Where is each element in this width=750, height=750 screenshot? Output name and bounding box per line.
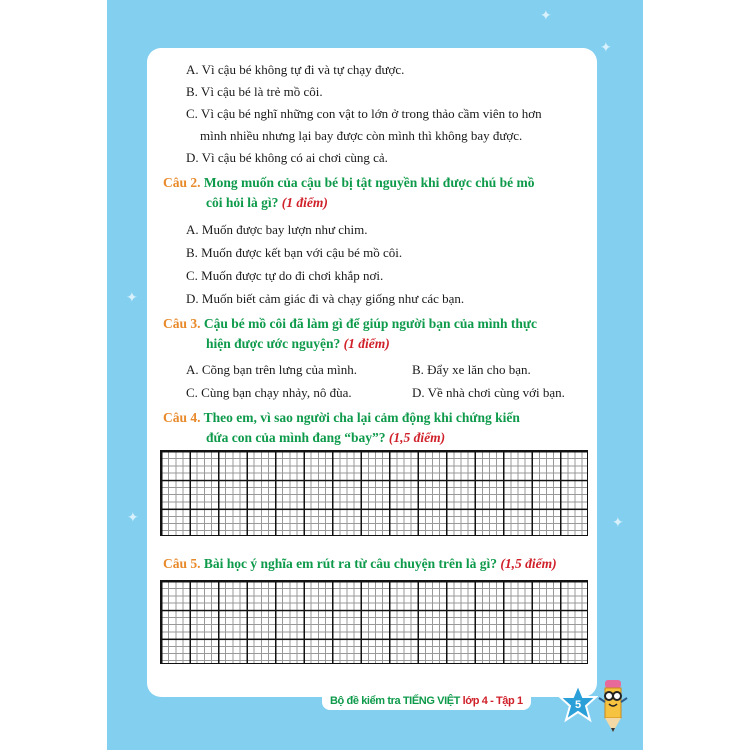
- q5-answer-grid[interactable]: [160, 580, 588, 664]
- q1-option-d: D. Vì cậu bé không có ai chơi cùng cả.: [186, 150, 388, 165]
- q3-option-a: A. Cõng bạn trên lưng của mình.: [186, 362, 357, 377]
- q1-option-c-cont: mình nhiều nhưng lại bay được còn mình t…: [200, 128, 523, 143]
- q2-title: Câu 2. Mong muốn của cậu bé bị tật nguyề…: [163, 175, 535, 190]
- q2-option-b: B. Muốn được kết bạn với cậu bé mồ côi.: [186, 245, 403, 260]
- sparkle-icon: ✦: [540, 9, 552, 24]
- q4-answer-grid[interactable]: [160, 450, 588, 536]
- q2-title-cont: côi hỏi là gì? (1 điểm): [206, 195, 328, 210]
- page-number-star-icon: 5: [558, 683, 598, 723]
- q2-option-a: A. Muốn được bay lượn như chim.: [186, 222, 368, 237]
- pencil-mascot-icon: [598, 680, 628, 732]
- q1-option-a: A. Vì cậu bé không tự đi và tự chạy được…: [186, 62, 405, 77]
- sparkle-icon: ✦: [612, 516, 624, 531]
- q2-option-c: C. Muốn được tự do đi chơi khắp nơi.: [186, 268, 384, 283]
- q1-option-c: C. Vì cậu bé nghĩ những con vật to lớn ở…: [186, 106, 542, 121]
- q3-option-d: D. Về nhà chơi cùng với bạn.: [412, 385, 565, 400]
- sparkle-icon: ✦: [600, 41, 612, 56]
- sparkle-icon: ✦: [127, 511, 139, 526]
- q3-option-b: B. Đẩy xe lăn cho bạn.: [412, 362, 531, 377]
- q4-title: Câu 4. Theo em, vì sao người cha lại cảm…: [163, 410, 520, 425]
- q3-option-c: C. Cùng bạn chạy nhảy, nô đùa.: [186, 385, 352, 400]
- page-number: 5: [575, 699, 581, 711]
- footer-book-title: Bộ đề kiểm tra TIẾNG VIỆT lớp 4 - Tập 1: [322, 692, 531, 710]
- q3-title-cont: hiện được ước nguyện? (1 điểm): [206, 336, 390, 351]
- q2-option-d: D. Muốn biết cảm giác đi và chạy giống n…: [186, 291, 465, 306]
- q5-title: Câu 5. Bài học ý nghĩa em rút ra từ câu …: [163, 556, 557, 571]
- sparkle-icon: ✦: [126, 291, 138, 306]
- q1-option-b: B. Vì cậu bé là trẻ mồ côi.: [186, 84, 323, 99]
- q4-title-cont: đứa con của mình đang “bay”? (1,5 điểm): [206, 430, 446, 445]
- q3-title: Câu 3. Cậu bé mồ côi đã làm gì để giúp n…: [163, 316, 537, 331]
